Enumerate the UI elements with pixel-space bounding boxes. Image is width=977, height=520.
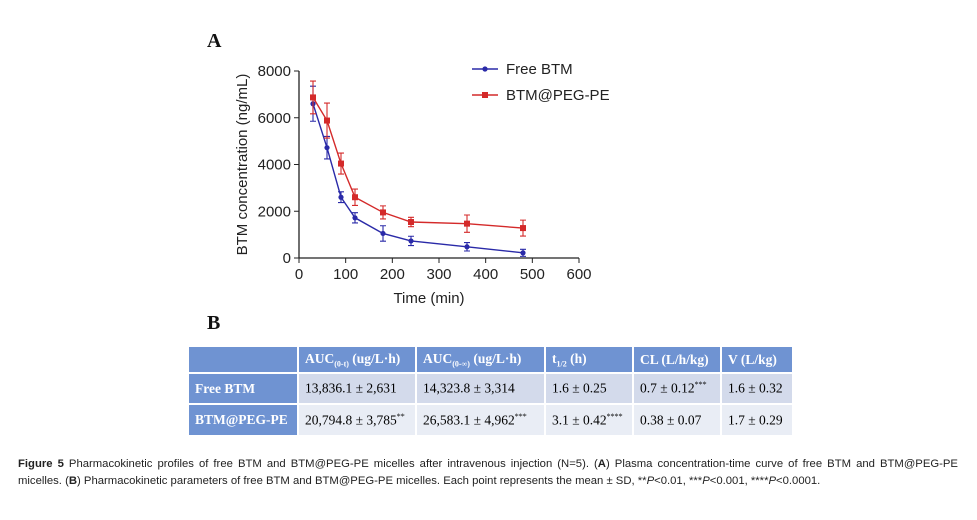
caption-figure-number: Figure 5 — [18, 458, 64, 470]
caption-text: ) Pharmacokinetic parameters of free BTM… — [77, 474, 647, 487]
significance: **** — [606, 411, 623, 421]
pk-parameters-table: AUC(0-t) (ug/L·h) AUC(0-∞) (ug/L·h) t1/2… — [187, 345, 794, 437]
y-tick-label: 8000 — [258, 63, 291, 80]
legend-marker — [482, 66, 488, 72]
x-tick-label: 500 — [520, 266, 545, 283]
table-row: Free BTM 13,836.1 ± 2,631 14,323.8 ± 3,3… — [187, 372, 794, 405]
y-tick-label: 2000 — [258, 203, 291, 220]
caption-p: P — [646, 474, 655, 487]
legend-label: Free BTM — [506, 61, 573, 78]
header-v: V (L/kg) — [720, 345, 794, 374]
x-axis-label: Time (min) — [393, 290, 464, 307]
header-sub: 1/2 — [556, 359, 567, 369]
x-tick-label: 100 — [333, 266, 358, 283]
legend-marker — [482, 92, 488, 98]
caption-text: <0.01, *** — [654, 474, 703, 487]
pk-line-chart: 0 100 200 300 400 500 60002000400060008000Time… — [234, 61, 610, 307]
data-point — [338, 194, 344, 200]
data-point — [310, 94, 316, 101]
caption-panel-ref: B — [68, 474, 78, 487]
significance: *** — [694, 380, 707, 390]
caption-text: Pharmacokinetic profiles of free BTM and… — [63, 458, 598, 470]
row-label: Free BTM — [187, 372, 299, 405]
data-point — [464, 244, 470, 250]
caption-p: P — [702, 474, 710, 487]
cell-value: 0.7 ± 0.12 — [640, 380, 695, 396]
header-auc-0-t: AUC(0-t) (ug/L·h) — [297, 345, 417, 374]
cell-value: 1.7 ± 0.29 — [728, 412, 783, 428]
caption-p: P — [768, 474, 777, 487]
significance: ** — [396, 411, 405, 421]
header-empty — [187, 345, 299, 374]
table-cell: 1.6 ± 0.25 — [544, 372, 634, 405]
data-point — [338, 160, 344, 167]
table-header-row: AUC(0-t) (ug/L·h) AUC(0-∞) (ug/L·h) t1/2… — [187, 345, 794, 374]
row-label: BTM@PEG-PE — [187, 403, 299, 437]
data-point — [408, 219, 414, 226]
caption-text: <0.0001. — [776, 474, 821, 487]
data-point — [324, 117, 330, 124]
series-line — [312, 103, 524, 254]
cell-value: 14,323.8 ± 3,314 — [423, 380, 515, 396]
header-sub: (0-t) — [334, 359, 349, 369]
header-unit: (ug/L·h) — [348, 350, 401, 366]
x-tick-label: 300 — [426, 266, 451, 283]
caption-panel-ref: A — [597, 458, 606, 470]
cell-value: 1.6 ± 0.32 — [728, 380, 783, 396]
caption-text: <0.001, **** — [709, 474, 769, 487]
table-cell: 14,323.8 ± 3,314 — [415, 372, 546, 405]
y-tick-label: 6000 — [258, 110, 291, 127]
cell-value: 1.6 ± 0.25 — [552, 380, 607, 396]
table-cell: 1.6 ± 0.32 — [720, 372, 794, 405]
data-point — [380, 230, 386, 237]
y-axis-label: BTM concentration (ng/mL) — [234, 74, 251, 256]
x-tick-label: 400 — [473, 266, 498, 283]
header-unit: (ug/L·h) — [469, 350, 522, 366]
cell-value: 20,794.8 ± 3,785 — [305, 412, 397, 428]
header-sub: (0-∞) — [452, 359, 470, 369]
data-point — [352, 194, 358, 201]
header-half-life: t1/2 (h) — [544, 345, 634, 374]
x-tick-label: 200 — [380, 266, 405, 283]
y-tick-label: 4000 — [258, 157, 291, 174]
y-tick-label: 0 — [283, 250, 291, 267]
legend-label: BTM@PEG-PE — [506, 87, 610, 104]
data-point — [408, 238, 414, 244]
table-cell: 0.38 ± 0.07 — [632, 403, 722, 437]
panel-b-label: B — [207, 312, 221, 334]
cell-value: 0.38 ± 0.07 — [640, 412, 702, 428]
table-cell: 26,583.1 ± 4,962*** — [415, 403, 546, 437]
data-point — [520, 250, 526, 256]
data-point — [352, 215, 358, 221]
table-cell: 13,836.1 ± 2,631 — [297, 372, 417, 405]
data-point — [464, 220, 470, 227]
header-text: AUC — [423, 350, 453, 366]
significance: *** — [514, 411, 527, 421]
table-cell: 1.7 ± 0.29 — [720, 403, 794, 437]
series-line — [312, 97, 524, 229]
caption-text: ) Plasma concentration-time curve of fre… — [18, 458, 958, 487]
panel-a-label: A — [207, 30, 222, 52]
table-cell: 0.7 ± 0.12*** — [632, 372, 722, 405]
header-text: AUC — [305, 350, 335, 366]
table-cell: 3.1 ± 0.42**** — [544, 403, 634, 437]
figure-caption: Figure 5 Pharmacokinetic profiles of fre… — [18, 456, 958, 489]
header-auc-0-inf: AUC(0-∞) (ug/L·h) — [415, 345, 546, 374]
cell-value: 13,836.1 ± 2,631 — [305, 380, 397, 396]
cell-value: 26,583.1 ± 4,962 — [423, 412, 515, 428]
header-cl: CL (L/h/kg) — [632, 345, 722, 374]
data-point — [324, 145, 330, 151]
data-point — [520, 225, 526, 232]
x-tick-label: 0 — [295, 266, 303, 283]
table-row: BTM@PEG-PE 20,794.8 ± 3,785** 26,583.1 ±… — [187, 403, 794, 437]
cell-value: 3.1 ± 0.42 — [552, 412, 607, 428]
x-tick-label: 600 — [566, 266, 591, 283]
header-unit: (h) — [566, 350, 587, 366]
table-cell: 20,794.8 ± 3,785** — [297, 403, 417, 437]
header-text: t — [552, 350, 557, 366]
data-point — [380, 209, 386, 216]
